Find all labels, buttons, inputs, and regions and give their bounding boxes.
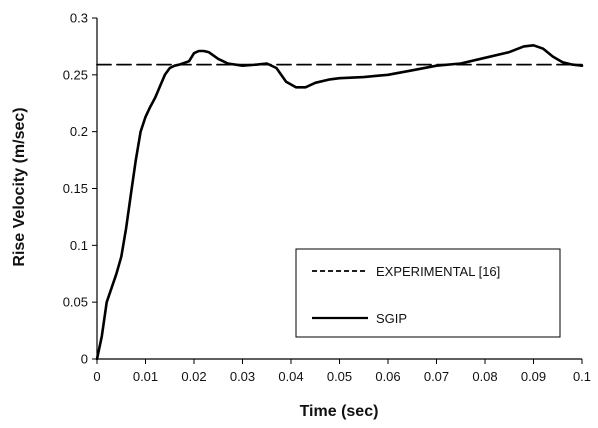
y-tick-label: 0.2 — [70, 124, 88, 139]
y-tick-label: 0 — [81, 352, 88, 367]
series-line-sgip — [95, 43, 584, 361]
x-axis-ticks: 0 0.01 0.02 0.03 0.04 0.05 0.06 0.07 0.08 0.09 0.1 — [93, 359, 591, 384]
legend: EXPERIMENTAL [16] SGIP — [295, 248, 561, 338]
y-axis-ticks: 0 0.05 0.1 0.15 0.2 0.25 0.3 — [63, 11, 97, 367]
x-axis-title: Time (sec) — [300, 403, 379, 420]
x-tick-label: 0.02 — [181, 369, 206, 384]
x-tick-label: 0 — [93, 369, 100, 384]
x-tick-label: 0.09 — [521, 369, 546, 384]
y-tick-label: 0.05 — [63, 295, 88, 310]
x-tick-label: 0.06 — [375, 369, 400, 384]
y-axis-title: Rise Velocity (m/sec) — [11, 107, 28, 266]
x-tick-label: 0.08 — [472, 369, 497, 384]
y-tick-label: 0.1 — [70, 238, 88, 253]
y-tick-label: 0.15 — [63, 181, 88, 196]
x-tick-label: 0.05 — [327, 369, 352, 384]
legend-label-experimental: EXPERIMENTAL [16] — [376, 264, 500, 279]
x-tick-label: 0.04 — [278, 369, 303, 384]
y-tick-label: 0.3 — [70, 11, 88, 26]
x-tick-label: 0.07 — [424, 369, 449, 384]
x-tick-label: 0.03 — [230, 369, 255, 384]
legend-label-sgip: SGIP — [376, 311, 407, 326]
y-tick-label: 0.25 — [63, 67, 88, 82]
legend-box — [295, 248, 561, 338]
series-layer — [95, 43, 584, 361]
x-tick-label: 0.1 — [573, 369, 591, 384]
x-tick-label: 0.01 — [133, 369, 158, 384]
